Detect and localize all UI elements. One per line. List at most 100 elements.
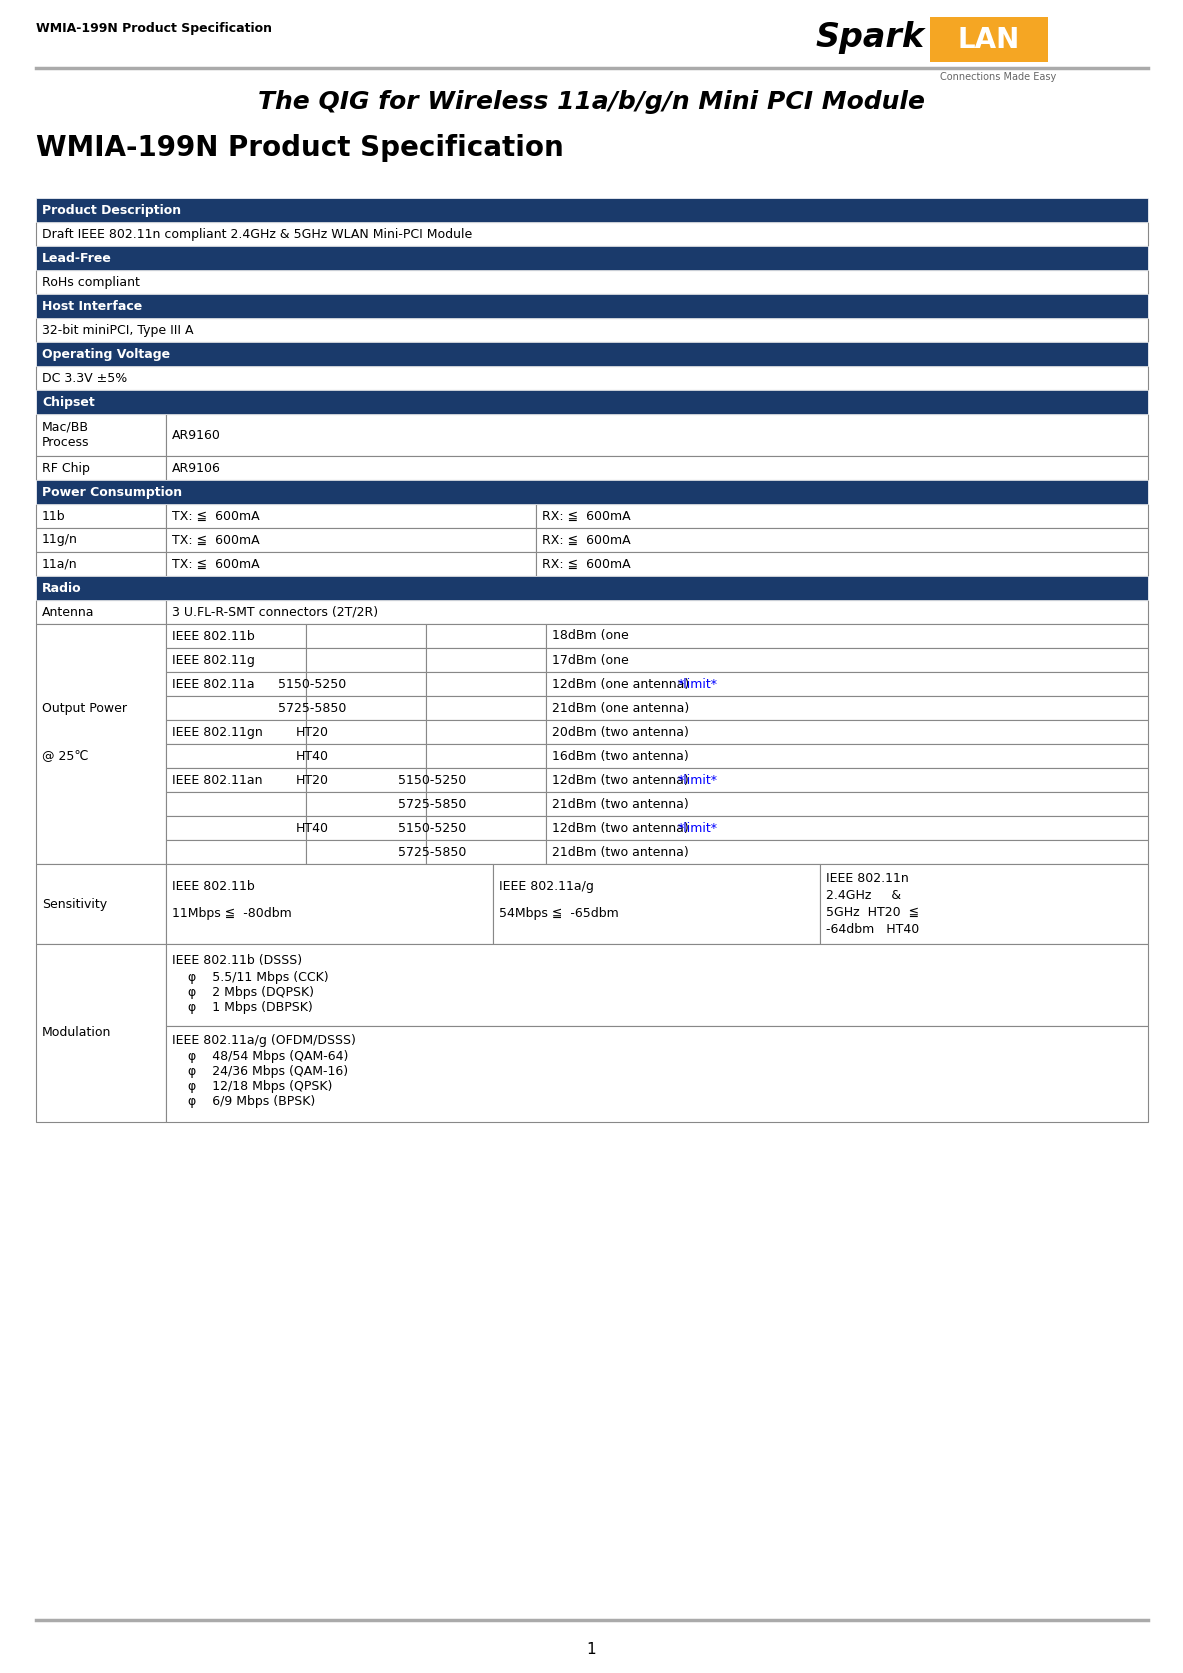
Text: Product Description: Product Description (43, 204, 181, 216)
Text: 1: 1 (587, 1643, 596, 1658)
Text: The QIG for Wireless 11a/b/g/n Mini PCI Module: The QIG for Wireless 11a/b/g/n Mini PCI … (258, 90, 925, 114)
Bar (166, 791, 306, 816)
Text: DC 3.3V ±5%: DC 3.3V ±5% (43, 371, 128, 385)
Text: 11a/n: 11a/n (43, 557, 78, 570)
Text: HT20: HT20 (296, 726, 329, 738)
Bar (306, 840, 426, 863)
Bar (166, 624, 306, 647)
Bar (35, 318, 1148, 341)
Text: Chipset: Chipset (43, 395, 95, 408)
Bar (166, 719, 306, 744)
Bar (35, 576, 1148, 601)
Text: IEEE 802.11b: IEEE 802.11b (172, 880, 254, 893)
Text: Sensitivity: Sensitivity (43, 897, 108, 910)
Text: Lead-Free: Lead-Free (43, 251, 112, 264)
Bar (306, 744, 426, 768)
Text: IEEE 802.11gn: IEEE 802.11gn (172, 726, 263, 738)
Text: 21dBm (one antenna): 21dBm (one antenna) (552, 701, 690, 714)
Text: IEEE 802.11a/g (OFDM/DSSS): IEEE 802.11a/g (OFDM/DSSS) (172, 1034, 356, 1047)
Bar (35, 246, 1148, 269)
Bar (306, 816, 426, 840)
Text: 11b: 11b (43, 510, 65, 522)
Text: 5GHz  HT20  ≦: 5GHz HT20 ≦ (826, 905, 919, 918)
Bar (547, 696, 1148, 719)
Text: Process: Process (43, 437, 90, 448)
Bar (166, 863, 493, 944)
Text: 5725-5850: 5725-5850 (397, 798, 466, 810)
Bar (35, 366, 1148, 390)
Text: AR9160: AR9160 (172, 428, 221, 442)
Bar (35, 552, 166, 576)
Text: TX: ≦  600mA: TX: ≦ 600mA (172, 534, 259, 547)
Bar (166, 552, 536, 576)
Bar (547, 673, 1148, 696)
Text: Mac/BB: Mac/BB (43, 422, 89, 433)
Text: IEEE 802.11g: IEEE 802.11g (172, 654, 254, 666)
Bar (426, 816, 547, 840)
Bar (35, 504, 166, 529)
Bar (547, 744, 1148, 768)
Bar (35, 223, 1148, 246)
Text: 5150-5250: 5150-5250 (278, 678, 347, 691)
Bar (306, 624, 426, 647)
Bar (426, 647, 547, 673)
Text: @ 25℃: @ 25℃ (43, 750, 89, 763)
Text: Spark: Spark (816, 20, 925, 54)
Text: φ    48/54 Mbps (QAM-64): φ 48/54 Mbps (QAM-64) (188, 1051, 348, 1062)
Text: Output Power: Output Power (43, 701, 127, 714)
Bar (166, 413, 1148, 457)
Bar (166, 768, 306, 791)
Text: IEEE 802.11a/g: IEEE 802.11a/g (499, 880, 594, 893)
Text: 20dBm (two antenna): 20dBm (two antenna) (552, 726, 689, 738)
Text: Modulation: Modulation (43, 1027, 111, 1039)
Bar (306, 673, 426, 696)
Bar (166, 457, 1148, 480)
Bar (166, 816, 306, 840)
Text: WMIA-199N Product Specification: WMIA-199N Product Specification (35, 22, 272, 35)
Text: 21dBm (two antenna): 21dBm (two antenna) (552, 845, 689, 858)
Bar (35, 413, 166, 457)
Bar (166, 696, 306, 719)
Text: Draft IEEE 802.11n compliant 2.4GHz & 5GHz WLAN Mini-PCI Module: Draft IEEE 802.11n compliant 2.4GHz & 5G… (43, 228, 472, 241)
Text: TX: ≦  600mA: TX: ≦ 600mA (172, 510, 259, 522)
Text: HT40: HT40 (296, 821, 329, 835)
Text: IEEE 802.11an: IEEE 802.11an (172, 773, 263, 786)
Text: RX: ≦  600mA: RX: ≦ 600mA (542, 557, 631, 570)
Bar (166, 504, 536, 529)
Text: 5725-5850: 5725-5850 (278, 701, 347, 714)
Text: RX: ≦  600mA: RX: ≦ 600mA (542, 534, 631, 547)
Text: AR9106: AR9106 (172, 462, 221, 475)
Text: -64dbm   HT40: -64dbm HT40 (826, 922, 919, 935)
Bar (426, 624, 547, 647)
Text: LAN: LAN (958, 25, 1020, 54)
Bar (35, 390, 1148, 413)
Text: φ    12/18 Mbps (QPSK): φ 12/18 Mbps (QPSK) (188, 1081, 332, 1092)
Bar (820, 863, 1148, 944)
Text: φ    5.5/11 Mbps (CCK): φ 5.5/11 Mbps (CCK) (188, 970, 329, 984)
Bar (547, 768, 1148, 791)
Bar (166, 601, 1148, 624)
Bar (536, 504, 1148, 529)
Text: RX: ≦  600mA: RX: ≦ 600mA (542, 510, 631, 522)
Text: 16dBm (two antenna): 16dBm (two antenna) (552, 750, 689, 763)
Text: 12dBm (two antenna): 12dBm (two antenna) (552, 821, 693, 835)
Bar (493, 863, 820, 944)
Text: HT40: HT40 (296, 750, 329, 763)
Text: IEEE 802.11a: IEEE 802.11a (172, 678, 254, 691)
Bar (35, 944, 166, 1123)
Text: 11g/n: 11g/n (43, 534, 78, 547)
Text: 17dBm (one: 17dBm (one (552, 654, 628, 666)
Bar (547, 719, 1148, 744)
Text: φ    24/36 Mbps (QAM-16): φ 24/36 Mbps (QAM-16) (188, 1066, 348, 1077)
Text: Radio: Radio (43, 582, 82, 594)
Text: Antenna: Antenna (43, 606, 95, 619)
Text: RF Chip: RF Chip (43, 462, 90, 475)
Bar (536, 552, 1148, 576)
Text: RoHs compliant: RoHs compliant (43, 276, 140, 288)
Bar (35, 863, 166, 944)
Bar (35, 529, 166, 552)
Bar (547, 791, 1148, 816)
Text: 11Mbps ≦  -80dbm: 11Mbps ≦ -80dbm (172, 907, 292, 920)
Text: φ    1 Mbps (DBPSK): φ 1 Mbps (DBPSK) (188, 1000, 312, 1014)
Bar (166, 529, 536, 552)
